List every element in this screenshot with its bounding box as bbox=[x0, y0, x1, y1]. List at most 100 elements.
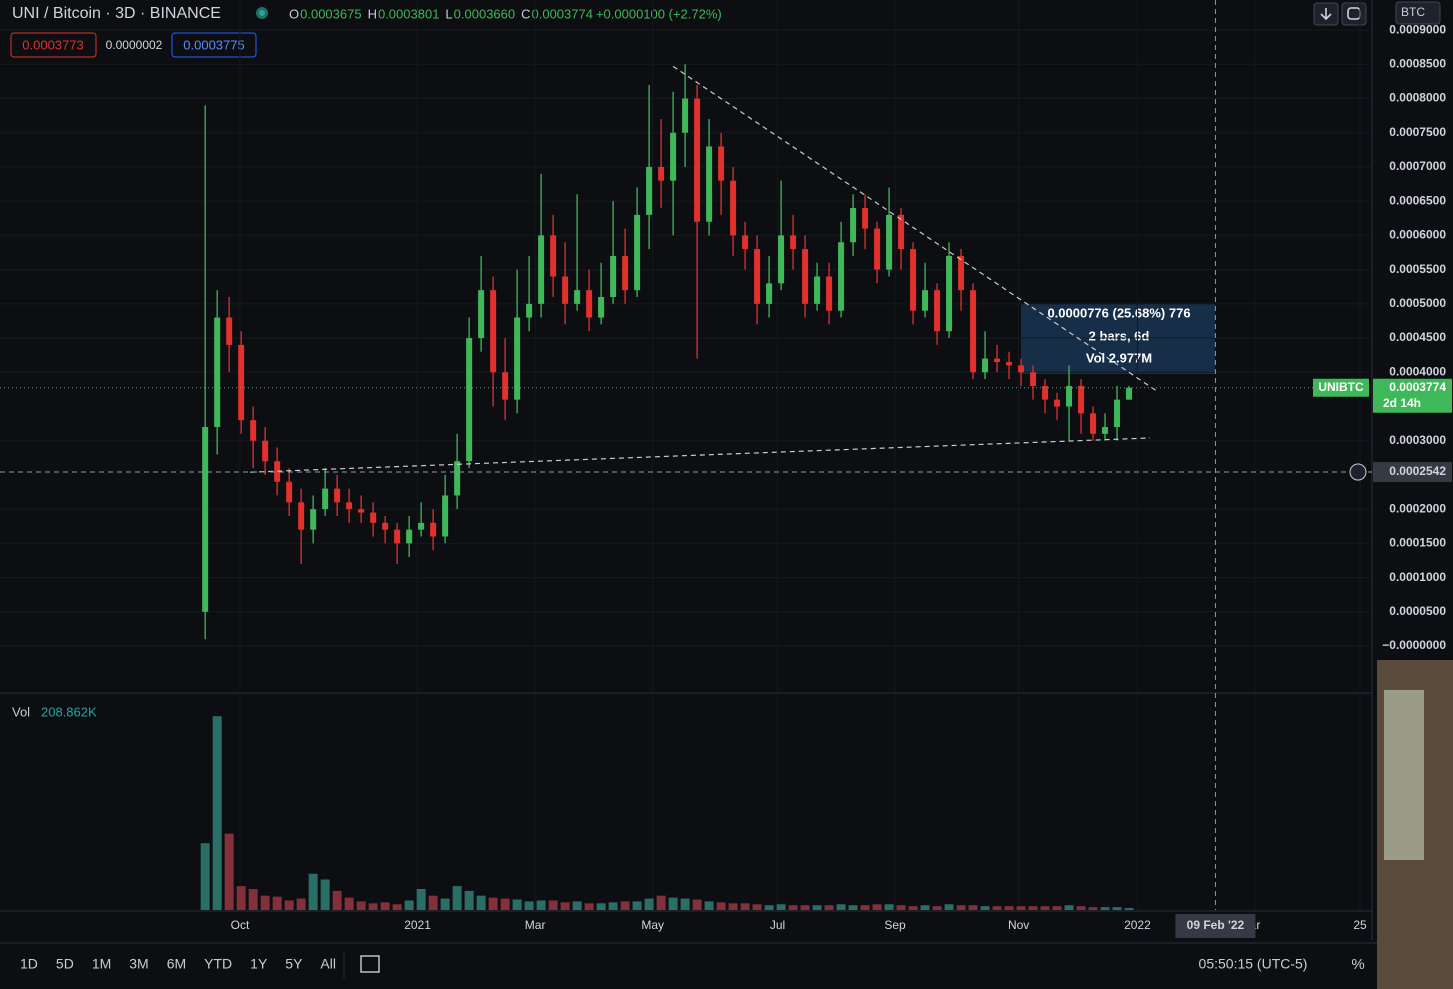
range-button[interactable]: 5D bbox=[56, 956, 74, 972]
range-button[interactable]: YTD bbox=[204, 956, 232, 972]
volume-bar bbox=[1064, 905, 1074, 910]
y-tick-label: 0.0001500 bbox=[1389, 536, 1446, 550]
candle-body bbox=[430, 522, 437, 537]
y-tick-label: 0.0005500 bbox=[1389, 262, 1446, 276]
volume-bar bbox=[452, 886, 462, 910]
candle-body bbox=[322, 488, 329, 510]
ohlc-value: 0.0003660 bbox=[454, 6, 515, 21]
volume-bar bbox=[1052, 906, 1062, 910]
candle-body bbox=[982, 358, 989, 373]
candle-body bbox=[298, 502, 305, 530]
candle-body bbox=[538, 235, 545, 304]
candle-body bbox=[334, 488, 341, 503]
range-button[interactable]: 1D bbox=[20, 956, 38, 972]
candle-body bbox=[634, 214, 641, 291]
status-dot-core bbox=[259, 10, 265, 16]
volume-bar bbox=[956, 905, 966, 910]
y-tick-label: 0.0003000 bbox=[1389, 433, 1446, 447]
volume-bar bbox=[236, 886, 246, 910]
candle-body bbox=[754, 249, 761, 304]
candle-body bbox=[838, 242, 845, 311]
volume-bar bbox=[1088, 907, 1098, 910]
candle-body bbox=[346, 502, 353, 510]
candle-body bbox=[1018, 365, 1025, 373]
candle-body bbox=[370, 512, 377, 523]
symbol-tag bbox=[1313, 378, 1369, 397]
candle-body bbox=[862, 208, 869, 229]
y-tick-label: 0.0005000 bbox=[1389, 296, 1446, 310]
candle-body bbox=[262, 440, 269, 462]
y-tick-label: 0.0002000 bbox=[1389, 501, 1446, 515]
candle-body bbox=[466, 338, 473, 462]
candle-body bbox=[910, 249, 917, 311]
volume-bar bbox=[1004, 906, 1014, 910]
volume-bar bbox=[332, 890, 342, 910]
range-button[interactable]: 1M bbox=[92, 956, 111, 972]
last-price-label: 0.0003774 bbox=[1389, 380, 1446, 394]
candle-body bbox=[778, 235, 785, 284]
volume-bar bbox=[392, 904, 402, 910]
candle-body bbox=[1126, 387, 1133, 400]
volume-bar bbox=[896, 905, 906, 910]
candle-body bbox=[622, 255, 629, 291]
volume-bar bbox=[440, 898, 450, 910]
measure-bars: 2 bars, 6d bbox=[1089, 328, 1150, 343]
date-range-button[interactable] bbox=[360, 955, 380, 973]
volume-bar bbox=[884, 904, 894, 910]
ohlc-key: O bbox=[289, 6, 299, 21]
volume-label: Vol bbox=[12, 704, 30, 719]
volume-bar bbox=[920, 905, 930, 910]
candle-body bbox=[1102, 427, 1109, 434]
sell-box[interactable] bbox=[10, 32, 97, 58]
volume-bar bbox=[416, 889, 426, 910]
candle-body bbox=[742, 235, 749, 250]
candle-body bbox=[502, 372, 509, 400]
volume-bar bbox=[704, 901, 714, 910]
volume-bar bbox=[524, 901, 534, 910]
refresh-button[interactable] bbox=[1341, 2, 1367, 26]
candle-body bbox=[394, 529, 401, 544]
range-button[interactable]: 5Y bbox=[285, 956, 303, 972]
symbol-tag-text: UNIBTC bbox=[1318, 380, 1364, 394]
candle-body bbox=[946, 255, 953, 332]
volume-bar bbox=[476, 895, 486, 910]
candle-body bbox=[814, 276, 821, 304]
range-button[interactable]: All bbox=[320, 956, 336, 972]
currency-button[interactable] bbox=[1395, 1, 1441, 25]
volume-bar bbox=[932, 906, 942, 910]
candle-body bbox=[898, 214, 905, 250]
y-tick-label: 0.0004000 bbox=[1389, 364, 1446, 378]
y-tick-label: 0.0006500 bbox=[1389, 193, 1446, 207]
candle-body bbox=[1006, 362, 1013, 366]
candle-body bbox=[418, 522, 425, 530]
volume-bar bbox=[284, 900, 294, 910]
volume-bar bbox=[860, 905, 870, 910]
crosshair-plus bbox=[1349, 463, 1367, 481]
volume-bar bbox=[1028, 906, 1038, 910]
ohlc-value: 0.0003801 bbox=[378, 6, 439, 21]
volume-bar bbox=[488, 897, 498, 910]
range-button[interactable]: 3M bbox=[129, 956, 148, 972]
x-tick-label: 2022 bbox=[1124, 918, 1151, 932]
volume-bar bbox=[272, 896, 282, 910]
candle-body bbox=[598, 297, 605, 318]
volume-bar bbox=[776, 904, 786, 910]
volume-bar bbox=[800, 905, 810, 910]
candle-body bbox=[826, 276, 833, 311]
volume-bar bbox=[836, 904, 846, 910]
y-tick-label: 0.0007500 bbox=[1389, 125, 1446, 139]
candle-body bbox=[790, 235, 797, 250]
x-tick-label: Jul bbox=[770, 918, 785, 932]
volume-bar bbox=[980, 906, 990, 910]
volume-bar bbox=[608, 902, 618, 910]
buy-box[interactable] bbox=[171, 32, 257, 58]
range-button[interactable]: 1Y bbox=[250, 956, 268, 972]
percent-toggle[interactable]: % bbox=[1351, 956, 1364, 973]
candle-body bbox=[490, 290, 497, 373]
candle-body bbox=[238, 344, 245, 421]
candle-body bbox=[1078, 385, 1085, 414]
last-price-tag bbox=[1373, 378, 1452, 413]
trendline bbox=[672, 65, 1156, 391]
range-button[interactable]: 6M bbox=[167, 956, 186, 972]
candle-body bbox=[850, 208, 857, 243]
